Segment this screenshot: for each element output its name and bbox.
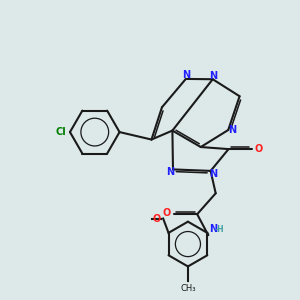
Text: N: N — [208, 70, 217, 81]
Text: O: O — [254, 144, 263, 154]
Text: O: O — [152, 214, 161, 224]
Text: N: N — [209, 169, 218, 179]
Text: N: N — [209, 224, 217, 234]
Text: N: N — [182, 70, 190, 80]
Text: Cl: Cl — [56, 127, 66, 137]
Text: -H: -H — [214, 225, 224, 234]
Text: N: N — [166, 167, 174, 177]
Text: N: N — [228, 125, 236, 135]
Text: CH₃: CH₃ — [180, 284, 196, 293]
Text: O: O — [163, 208, 171, 218]
